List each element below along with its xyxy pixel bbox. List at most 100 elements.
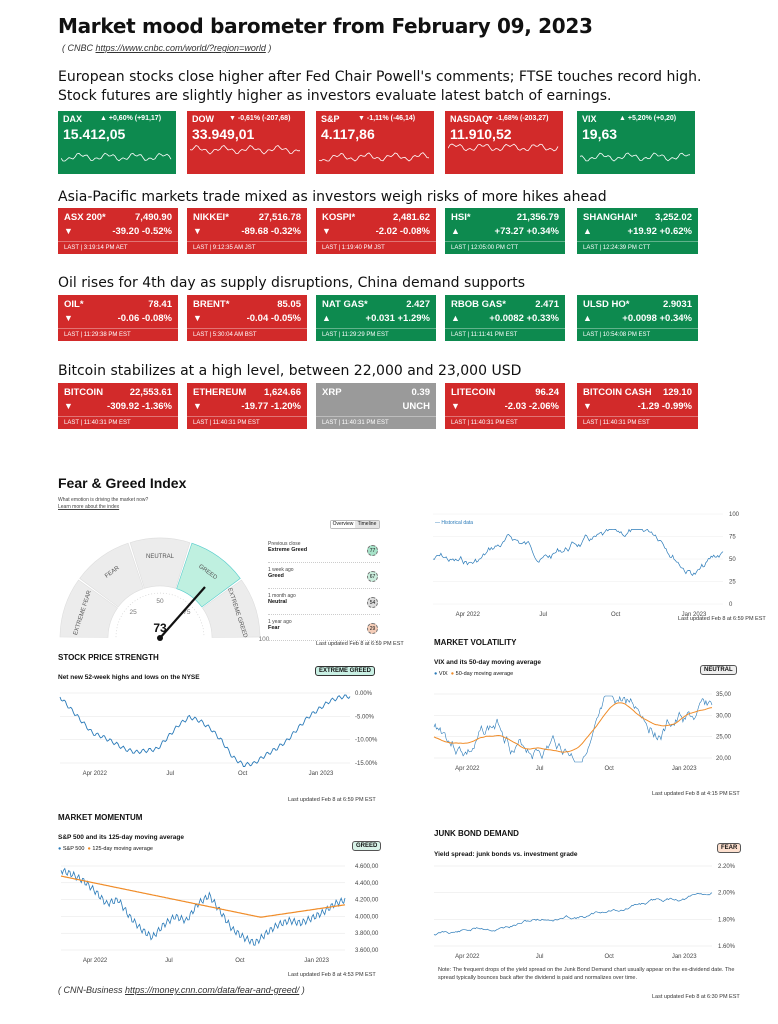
strength-subtitle: Net new 52-week highs and lows on the NY… bbox=[58, 674, 200, 681]
oil-tile-1[interactable]: BRENT* 85.05 ▼ -0.04 -0.05% LAST | 5:30:04 A… bbox=[187, 295, 307, 341]
tile-price: 85.05 bbox=[277, 299, 301, 310]
tile-arrow-icon: ▼ bbox=[193, 313, 202, 323]
fear-greed-title: Fear & Greed Index bbox=[58, 475, 187, 491]
tile-arrow-icon: ▼ bbox=[193, 226, 202, 236]
source-cnn: ( CNN-Business https://money.cnn.com/dat… bbox=[58, 985, 305, 995]
fear-greed-timeline-chart: — Historical data 100 75 50 25 0 Apr 2022 Jul Oc… bbox=[432, 512, 740, 618]
tile-timestamp: LAST | 10:54:08 PM EST bbox=[583, 332, 651, 338]
momentum-tag: GREED bbox=[352, 841, 382, 851]
index-tile-s&p[interactable]: S&P ▼ -1,11% (-46,14) 4.117,86 bbox=[316, 111, 434, 174]
asia-tile-2[interactable]: KOSPI* 2,481.62 ▼ -2.02 -0.08% LAST | 1:19:4… bbox=[316, 208, 436, 254]
tile-price: 2.427 bbox=[406, 299, 430, 310]
tile-divider bbox=[577, 416, 698, 417]
x-tick-label: Jul bbox=[166, 771, 174, 777]
learn-more-link[interactable]: Learn more about the index bbox=[58, 504, 120, 510]
tab-overview[interactable]: Overview bbox=[331, 521, 355, 528]
tile-arrow-icon: ▼ bbox=[64, 401, 73, 411]
momentum-updated: Last updated Feb 8 at 4:53 PM EST bbox=[288, 972, 376, 978]
oil-tile-0[interactable]: OIL* 78.41 ▼ -0.06 -0.08% LAST | 11:29:38 PM… bbox=[58, 295, 178, 341]
crypto-tile-4[interactable]: BITCOIN CASH 129.10 ▼ -1.29 -0.99% LAST | 11… bbox=[577, 383, 698, 429]
crypto-tile-1[interactable]: ETHEREUM 1,624.66 ▼ -19.77 -1.20% LAST | 11:… bbox=[187, 383, 307, 429]
vix-ma-line bbox=[433, 702, 713, 753]
x-tick-label: Jan 2023 bbox=[672, 766, 697, 772]
tile-arrow-icon: ▼ bbox=[64, 226, 73, 236]
tile-change: -0.04 -0.05% bbox=[246, 313, 301, 324]
asia-tile-4[interactable]: SHANGHAI* 3,252.02 ▲ +19.92 +0.62% LAST | 12… bbox=[577, 208, 698, 254]
tile-name: XRP bbox=[322, 387, 342, 398]
strength-title: STOCK PRICE STRENGTH bbox=[58, 653, 159, 662]
junk-line bbox=[433, 892, 713, 936]
oil-tile-3[interactable]: RBOB GAS* 2.471 ▲ +0.0082 +0.33% LAST | 11:1… bbox=[445, 295, 565, 341]
gauge-tick: 75 bbox=[183, 609, 191, 616]
crypto-tile-2[interactable]: XRP 0.39 UNCH LAST | 11:40:31 PM EST bbox=[316, 383, 436, 429]
tile-change: +0.0098 +0.34% bbox=[622, 313, 692, 324]
history-state: Fear bbox=[268, 625, 280, 631]
tab-timeline[interactable]: Timeline bbox=[355, 521, 379, 528]
tile-timestamp: LAST | 11:11:41 PM EST bbox=[451, 332, 518, 338]
y-tick-label: 25 bbox=[729, 580, 736, 586]
y-tick-label: -5.00% bbox=[355, 714, 375, 720]
tile-change: +19.92 +0.62% bbox=[627, 226, 692, 237]
asia-tile-1[interactable]: NIKKEI* 27,516.78 ▼ -89.68 -0.32% LAST | 9:1… bbox=[187, 208, 307, 254]
source-cnbc: ( CNBC https://www.cnbc.com/world/?regio… bbox=[62, 43, 272, 53]
y-tick-label: 3.800,00 bbox=[355, 931, 379, 937]
sparkline-path bbox=[61, 152, 172, 162]
sparkline bbox=[448, 143, 559, 152]
x-tick-label: Jan 2023 bbox=[682, 612, 707, 618]
index-tile-dow[interactable]: DOW ▼ -0,61% (-207,68) 33.949,01 bbox=[187, 111, 305, 174]
index-tile-dax[interactable]: DAX ▲ +0,60% (+91,17) 15.412,05 bbox=[58, 111, 176, 174]
crypto-tile-3[interactable]: LITECOIN 96.24 ▼ -2.03 -2.06% LAST | 11:40:3… bbox=[445, 383, 565, 429]
tile-name: RBOB GAS* bbox=[451, 299, 506, 310]
tile-change: -309.92 -1.36% bbox=[107, 401, 172, 412]
tile-divider bbox=[187, 241, 307, 242]
tile-price: 21,356.79 bbox=[516, 212, 559, 223]
asia-tile-0[interactable]: ASX 200* 7,490.90 ▼ -39.20 -0.52% LAST | 3:1… bbox=[58, 208, 178, 254]
oil-tile-4[interactable]: ULSD HO* 2.9031 ▲ +0.0098 +0.34% LAST | 10:5… bbox=[577, 295, 698, 341]
y-tick-label: 100 bbox=[729, 512, 740, 518]
y-tick-label: 50 bbox=[729, 557, 736, 563]
y-tick-label: 35,00 bbox=[716, 692, 732, 698]
tile-price: 27,516.78 bbox=[258, 212, 301, 223]
tile-price: 3,252.02 bbox=[655, 212, 692, 223]
x-tick-label: Jan 2023 bbox=[672, 954, 697, 960]
sparkline bbox=[190, 145, 301, 155]
asia-tile-3[interactable]: HSI* 21,356.79 ▲ +73.27 +0.34% LAST | 12:05:… bbox=[445, 208, 565, 254]
crypto-tile-0[interactable]: BITCOIN 22,553.61 ▼ -309.92 -1.36% LAST | 11… bbox=[58, 383, 178, 429]
index-value: 19,63 bbox=[582, 126, 618, 142]
timeline-line bbox=[432, 528, 724, 576]
cnbc-link[interactable]: https://www.cnbc.com/world/?region=world bbox=[95, 43, 266, 53]
tile-arrow-icon: ▲ bbox=[451, 313, 460, 323]
y-tick-label: 3.600,00 bbox=[355, 948, 379, 954]
index-tile-nasdaq[interactable]: NASDAQ ▼ -1,68% (-203,27) 11.910,52 bbox=[445, 111, 563, 174]
tile-price: 2.471 bbox=[535, 299, 559, 310]
tile-arrow-icon: ▲ bbox=[322, 313, 331, 323]
fg-updated: Last updated Feb 8 at 6:59 PM EST bbox=[316, 641, 404, 647]
gauge-hub bbox=[157, 635, 163, 641]
history-label: 1 week ago bbox=[268, 567, 294, 573]
tile-name: ASX 200* bbox=[64, 212, 106, 223]
x-tick-label: Oct bbox=[604, 954, 614, 960]
y-tick-label: 2.20% bbox=[718, 864, 736, 870]
cnn-link[interactable]: https://money.cnn.com/data/fear-and-gree… bbox=[125, 985, 300, 995]
tile-price: 2,481.62 bbox=[393, 212, 430, 223]
index-value: 33.949,01 bbox=[192, 126, 255, 142]
gauge-segment-fear bbox=[79, 542, 144, 608]
momentum-legend: ● S&P 500 ● 125-day moving average bbox=[58, 846, 153, 852]
sp500-line bbox=[60, 867, 346, 946]
oil-tile-2[interactable]: NAT GAS* 2.427 ▲ +0.031 +1.29% LAST | 11:29:… bbox=[316, 295, 436, 341]
history-row: Previous close Extreme Greed 77 bbox=[268, 541, 380, 563]
heading-crypto: Bitcoin stabilizes at a high level, betw… bbox=[58, 363, 522, 379]
tile-divider bbox=[58, 416, 178, 417]
volatility-updated: Last updated Feb 8 at 4:15 PM EST bbox=[652, 791, 740, 797]
sparkline bbox=[319, 152, 430, 162]
tile-change: UNCH bbox=[402, 401, 430, 412]
momentum-subtitle: S&P 500 and its 125-day moving average bbox=[58, 834, 184, 841]
x-tick-label: Oct bbox=[611, 612, 621, 618]
tile-price: 1,624.66 bbox=[264, 387, 301, 398]
index-change: ▼ -1,11% (-46,14) bbox=[358, 115, 416, 122]
index-tile-vix[interactable]: VIX ▲ +5,20% (+0,20) 19,63 bbox=[577, 111, 695, 174]
tile-name: NAT GAS* bbox=[322, 299, 368, 310]
x-tick-label: Apr 2022 bbox=[456, 612, 481, 618]
sparkline-path bbox=[580, 152, 691, 162]
x-tick-label: Oct bbox=[235, 958, 245, 964]
